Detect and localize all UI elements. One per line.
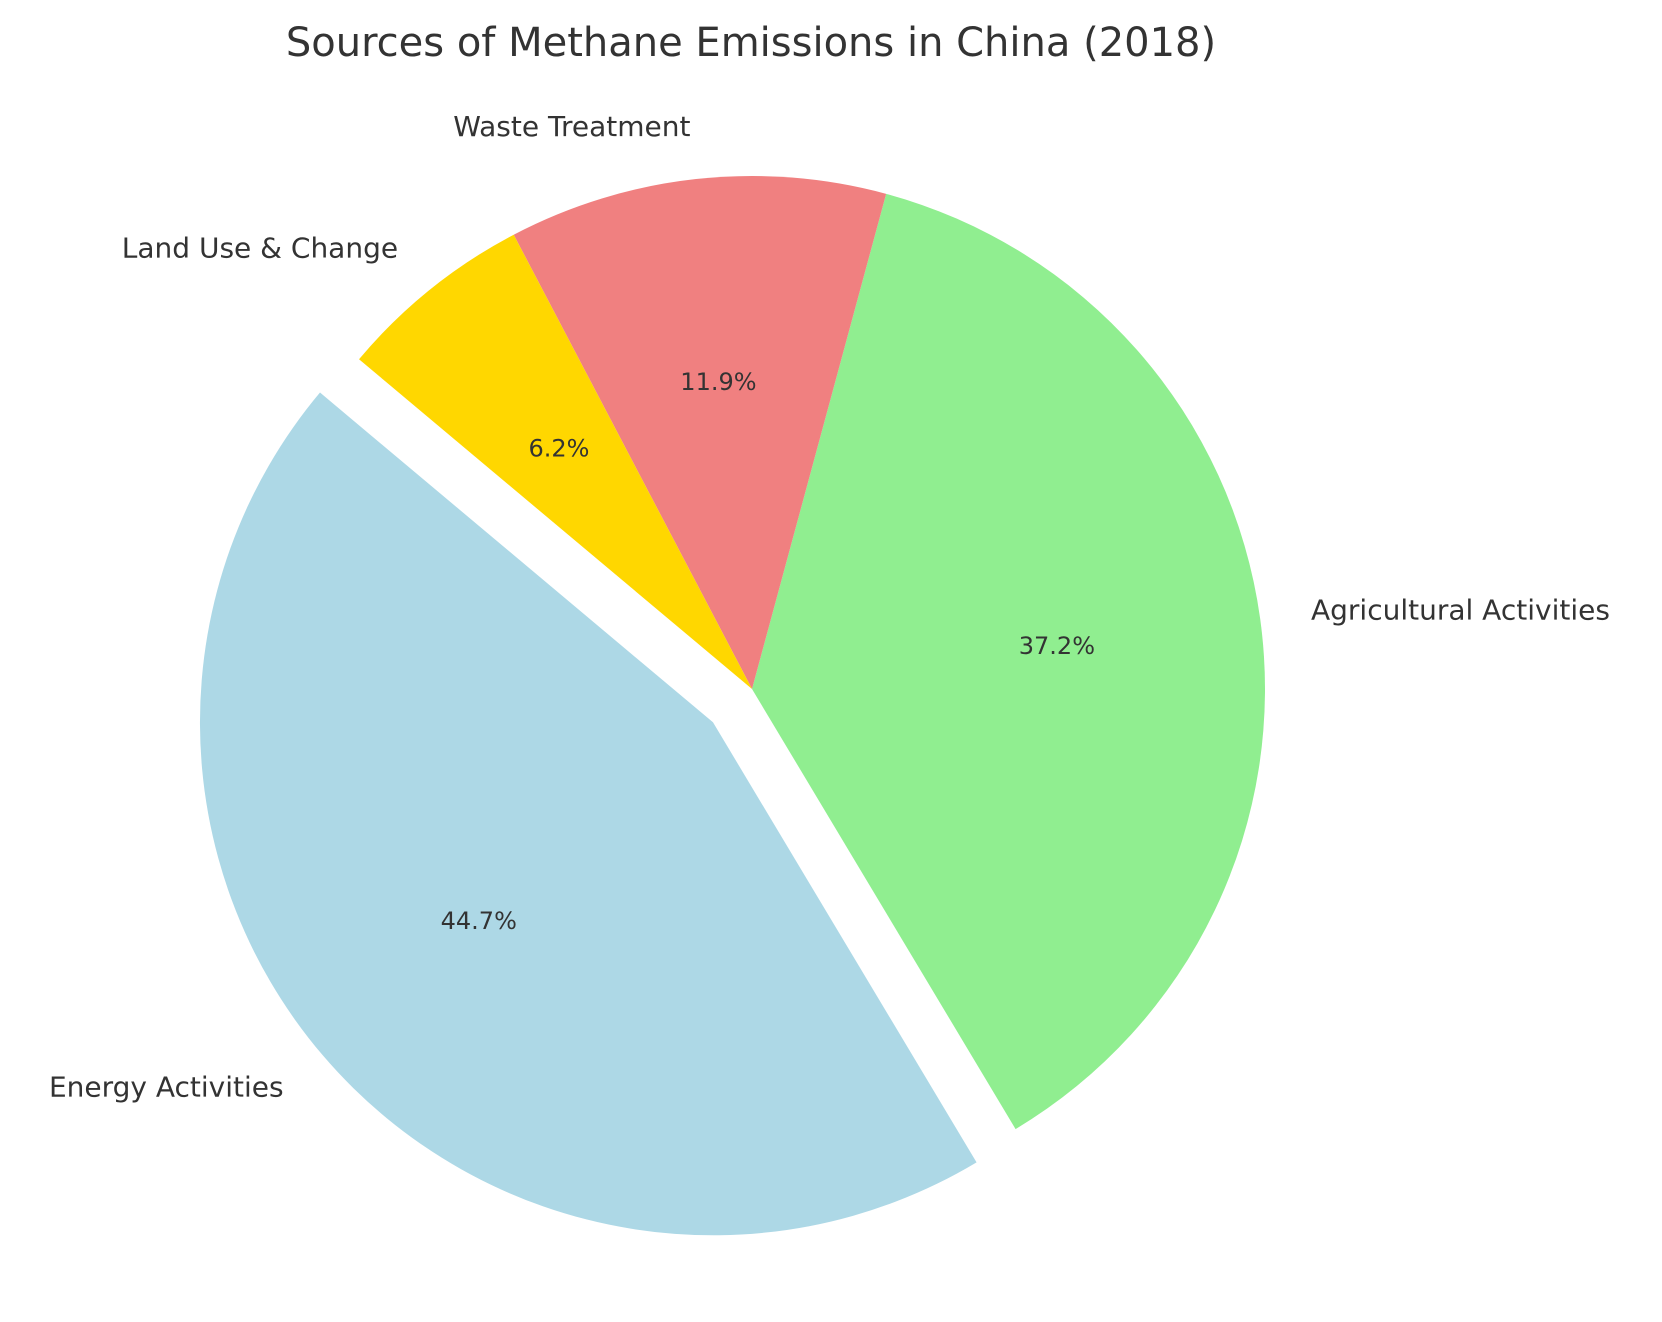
- pie-slice-land-use-and-change: [359, 234, 752, 690]
- pct-label-waste-treatment: 11.9%: [680, 368, 756, 396]
- chart-title: Sources of Methane Emissions in China (2…: [286, 20, 1216, 66]
- pie-slice-agricultural-activities: [752, 193, 1266, 1130]
- pie-labels: Energy Activities 44.7% Agricultural Activ…: [49, 110, 1610, 1103]
- pct-label-land-use-and-change: 6.2%: [528, 434, 589, 462]
- slice-label-agricultural-activities: Agricultural Activities: [1311, 594, 1610, 627]
- slice-label-land-use-and-change: Land Use & Change: [122, 231, 398, 264]
- pct-label-agricultural-activities: 37.2%: [1019, 632, 1095, 660]
- pie-slice-waste-treatment: [513, 175, 887, 689]
- pie-slices: [199, 175, 1266, 1236]
- pct-label-energy-activities: 44.7%: [441, 907, 517, 935]
- pie-slice-energy-activities: [199, 392, 977, 1236]
- slice-label-energy-activities: Energy Activities: [49, 1070, 284, 1103]
- slice-label-waste-treatment: Waste Treatment: [453, 110, 690, 143]
